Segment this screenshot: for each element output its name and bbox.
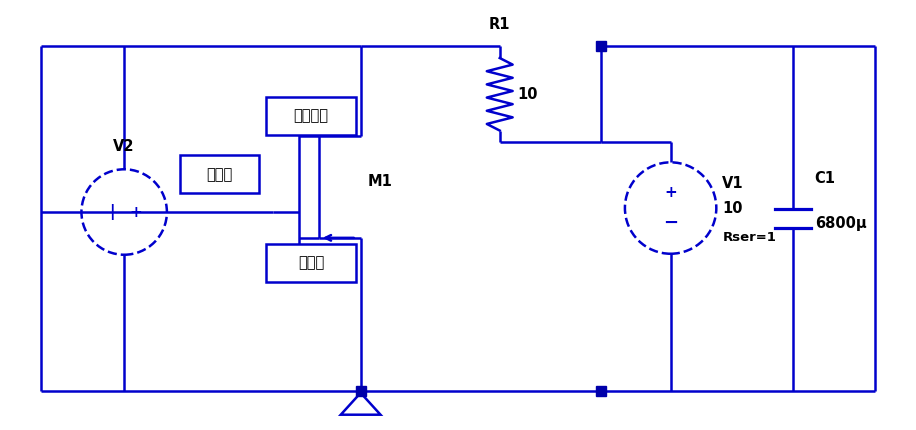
Text: 10: 10 — [723, 200, 743, 215]
Text: +: + — [130, 205, 143, 220]
Text: ドレイン: ドレイン — [293, 108, 329, 123]
Text: V1: V1 — [723, 176, 744, 191]
Text: +: + — [664, 184, 677, 200]
Text: 10: 10 — [518, 87, 538, 102]
Text: ゲート: ゲート — [206, 167, 233, 182]
FancyBboxPatch shape — [267, 97, 355, 135]
Text: R1: R1 — [489, 17, 510, 32]
FancyBboxPatch shape — [180, 155, 259, 193]
Text: C1: C1 — [814, 171, 835, 186]
Text: M1: M1 — [367, 174, 392, 189]
Text: Rser=1: Rser=1 — [723, 231, 776, 244]
Text: ソース: ソース — [298, 255, 324, 270]
FancyBboxPatch shape — [267, 244, 355, 282]
Text: 6800μ: 6800μ — [814, 216, 867, 231]
Text: |: | — [109, 204, 115, 220]
Text: −: − — [663, 214, 678, 232]
Text: V2: V2 — [114, 139, 135, 154]
